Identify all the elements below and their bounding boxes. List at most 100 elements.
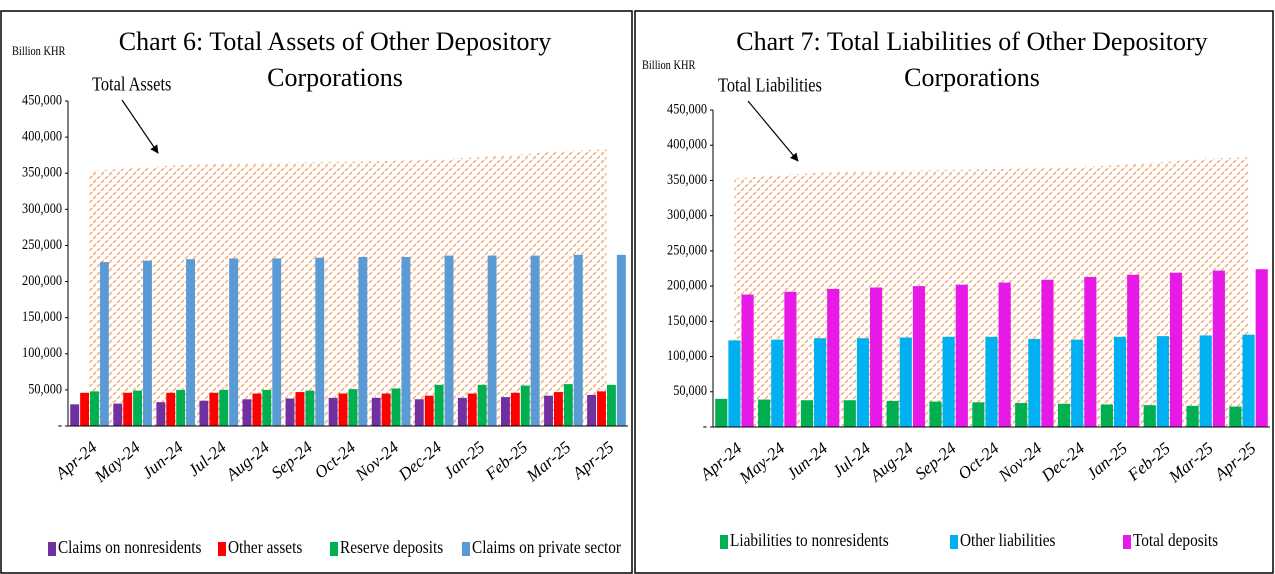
x-tick-label: Sep-24 (268, 437, 317, 482)
x-tick-label: Feb-25 (481, 438, 532, 485)
bar (1127, 274, 1140, 427)
y-tick-label: 300,000 (667, 206, 707, 222)
bar (229, 258, 239, 426)
legend-label: Total deposits (1133, 530, 1218, 550)
bar (70, 404, 80, 426)
y-tick-label: 300,000 (22, 200, 62, 216)
bar (886, 400, 899, 427)
bar (597, 391, 606, 426)
y-tick-label: 450,000 (667, 100, 707, 116)
y-tick-label: 250,000 (667, 241, 707, 257)
bar (563, 384, 573, 426)
legend-swatch (720, 535, 728, 549)
legend-swatch (218, 542, 226, 556)
y-tick-label: 50,000 (673, 382, 707, 398)
bar (1100, 404, 1113, 427)
x-tick-label: May-24 (90, 437, 144, 487)
y-tick-label: 50,000 (28, 380, 62, 396)
bar (176, 389, 186, 426)
bar (113, 403, 123, 426)
bar (1041, 279, 1054, 427)
chart-title: Corporations (904, 63, 1040, 92)
bar (305, 390, 315, 426)
bar (315, 257, 325, 426)
bar (985, 336, 998, 427)
y-axis-label: Billion KHR (12, 44, 66, 58)
bar (1186, 405, 1199, 427)
bar (424, 395, 434, 426)
bar (827, 288, 840, 427)
legend-label: Claims on private sector (472, 537, 621, 557)
bar (199, 400, 209, 426)
bar (166, 392, 176, 426)
bar (843, 400, 856, 427)
bar (272, 258, 282, 426)
bar (1199, 335, 1212, 427)
x-tick-label: Aug-24 (222, 437, 274, 485)
bar (1028, 338, 1041, 427)
x-tick-label: Nov-24 (994, 438, 1046, 486)
bar (285, 398, 295, 426)
bar (1071, 339, 1084, 427)
bar (156, 402, 166, 426)
bar (80, 392, 90, 426)
bar (186, 259, 196, 426)
legend-swatch (1123, 535, 1131, 549)
x-tick-label: Oct-24 (311, 437, 360, 482)
x-tick-label: Jun-24 (138, 437, 187, 482)
bar (573, 254, 583, 426)
annotation-arrow (121, 99, 159, 154)
bar (741, 294, 754, 427)
legend-label: Other assets (228, 537, 302, 557)
bar (616, 254, 626, 426)
bar (715, 398, 728, 427)
x-tick-label: May-24 (735, 438, 789, 488)
bar (219, 389, 229, 426)
panel-border (634, 10, 1274, 574)
legend-label: Other liabilities (960, 530, 1056, 550)
bar (401, 257, 411, 426)
bar (870, 287, 883, 427)
bar (1255, 269, 1268, 427)
bar (1084, 276, 1097, 427)
bar (955, 284, 968, 427)
bar (252, 393, 262, 426)
bar (510, 392, 520, 426)
chart-title: Chart 7: Total Liabilities of Other Depo… (736, 27, 1207, 56)
bar (544, 395, 553, 426)
legend-label: Liabilities to nonresidents (730, 530, 889, 550)
bar (942, 336, 955, 427)
y-tick-label: - (58, 416, 62, 432)
y-tick-label: 350,000 (667, 171, 707, 187)
panel-border (0, 10, 633, 574)
bar (1169, 272, 1183, 427)
area (89, 149, 607, 426)
bar (90, 391, 99, 426)
bar (520, 385, 530, 426)
bar (606, 384, 616, 426)
x-tick-label: Apr-24 (696, 438, 746, 484)
x-tick-label: Oct-24 (954, 438, 1003, 483)
annotation: Total Liabilities (718, 74, 822, 96)
y-tick-label: 350,000 (22, 164, 62, 180)
bar (972, 402, 985, 427)
bar (1143, 405, 1156, 427)
bar (784, 291, 797, 427)
x-tick-label: Jul-24 (829, 438, 875, 481)
bar (434, 384, 444, 426)
bar (530, 255, 540, 426)
x-tick-label: Apr-25 (1210, 439, 1260, 485)
bar (371, 397, 381, 426)
bar (99, 262, 109, 426)
bar (487, 255, 497, 426)
bar (328, 397, 338, 426)
annotation-arrow (747, 100, 799, 162)
bar (1113, 336, 1127, 427)
bar (1057, 403, 1071, 427)
bar (500, 397, 510, 426)
y-tick-label: 200,000 (22, 272, 62, 288)
y-tick-label: 450,000 (22, 91, 62, 107)
bar (1156, 336, 1169, 427)
bar (800, 400, 814, 427)
bar (814, 338, 827, 427)
